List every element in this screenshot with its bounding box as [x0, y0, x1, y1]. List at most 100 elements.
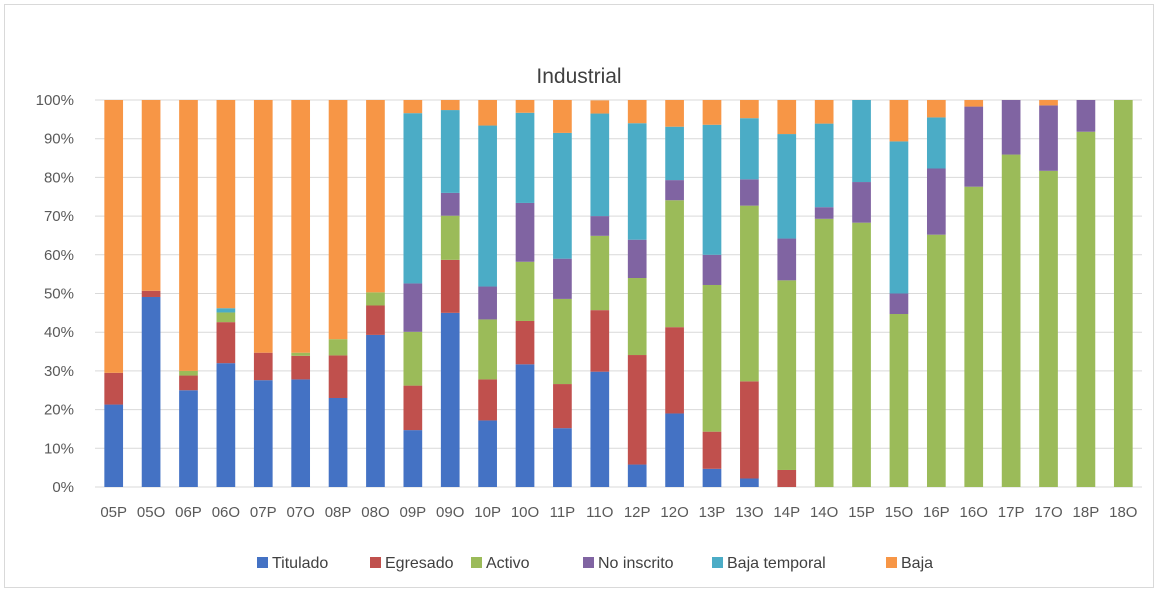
- bar-segment: [627, 278, 647, 356]
- x-tick-label: 07P: [250, 504, 277, 521]
- bar-segment: [478, 420, 497, 487]
- bar-segment: [440, 259, 460, 313]
- bar-segment: [515, 202, 535, 262]
- bar-segment: [777, 238, 797, 281]
- bar-segment: [702, 254, 722, 285]
- bar-segment: [440, 100, 460, 111]
- bar-segment: [627, 355, 647, 465]
- bar-segment: [665, 126, 684, 181]
- bar-segment: [926, 168, 946, 235]
- legend-label: Titulado: [272, 555, 328, 572]
- bar-segment: [216, 308, 236, 313]
- bar-segment: [403, 100, 423, 114]
- bar-segment: [740, 100, 759, 119]
- bar-segment: [702, 431, 722, 469]
- bar-segment: [216, 312, 236, 323]
- bar-segment: [328, 397, 348, 487]
- bar-segment: [1076, 100, 1096, 132]
- bar-segment: [740, 381, 759, 479]
- x-tick-label: 17O: [1034, 504, 1062, 521]
- legend-swatch: [886, 557, 897, 568]
- bar-segment: [740, 205, 759, 382]
- bar-segment: [814, 123, 834, 208]
- bar-segment: [926, 234, 946, 487]
- bar-segment: [179, 370, 198, 376]
- bar-segment: [814, 207, 834, 219]
- bar-segment: [515, 364, 535, 487]
- bar-segment: [1001, 154, 1021, 487]
- x-tick-label: 14O: [810, 504, 838, 521]
- bar-segment: [777, 280, 797, 470]
- legend-swatch: [471, 557, 482, 568]
- bar-segment: [889, 141, 909, 294]
- x-tick-label: 10O: [511, 504, 539, 521]
- x-tick-label: 18O: [1109, 504, 1137, 521]
- bar-segment: [141, 296, 161, 487]
- bar-segment: [553, 384, 572, 429]
- bar-segment: [179, 375, 198, 391]
- bar-segment: [478, 379, 497, 421]
- bar-segment: [852, 222, 871, 487]
- bar-segment: [702, 100, 722, 125]
- x-tick-label: 05P: [100, 504, 127, 521]
- bar-segment: [553, 428, 572, 487]
- bar-segment: [553, 132, 572, 259]
- bar-segment: [702, 284, 722, 432]
- bar-segment: [179, 100, 198, 371]
- bar-segment: [104, 372, 124, 405]
- bar-segment: [366, 100, 385, 293]
- bar-segment: [440, 192, 460, 216]
- bar-segment: [627, 464, 647, 487]
- bar-segment: [590, 113, 610, 217]
- bar-segment: [889, 314, 909, 487]
- bar-segment: [553, 298, 572, 385]
- bar-segment: [1076, 131, 1096, 487]
- bar-segment: [740, 179, 759, 206]
- y-tick-label: 20%: [44, 402, 74, 419]
- bar-segment: [590, 371, 610, 487]
- bar-segment: [403, 283, 423, 332]
- legend-label: Activo: [486, 555, 530, 572]
- bar-segment: [141, 100, 161, 291]
- bar-segment: [179, 390, 198, 487]
- bar-segment: [665, 200, 684, 328]
- bar-segment: [665, 180, 684, 201]
- bar-segment: [328, 355, 348, 398]
- x-tick-label: 12P: [624, 504, 651, 521]
- bar-segment: [553, 100, 572, 133]
- x-tick-label: 11O: [586, 504, 613, 521]
- bar-segment: [403, 113, 423, 284]
- bar-segment: [478, 100, 497, 126]
- bar-segment: [1039, 100, 1058, 106]
- y-tick-label: 0%: [52, 479, 74, 496]
- bar-segment: [665, 100, 684, 127]
- bar-segment: [291, 379, 311, 487]
- legend-label: Egresado: [385, 555, 454, 572]
- bar-segment: [403, 430, 423, 487]
- x-tick-label: 06P: [175, 504, 202, 521]
- y-tick-label: 60%: [44, 247, 74, 264]
- bar-segment: [814, 100, 834, 124]
- x-tick-label: 15O: [885, 504, 913, 521]
- x-tick-label: 16P: [923, 504, 950, 521]
- bar-segment: [366, 305, 385, 335]
- y-tick-label: 10%: [44, 440, 74, 457]
- bar-segment: [478, 319, 497, 380]
- bar-segment: [814, 218, 834, 487]
- x-tick-label: 15P: [848, 504, 875, 521]
- legend-label: No inscrito: [598, 555, 674, 572]
- x-tick-label: 11P: [550, 504, 576, 521]
- bar-segment: [291, 100, 311, 353]
- bar-segment: [515, 112, 535, 203]
- bar-segment: [852, 182, 871, 223]
- x-tick-label: 08P: [325, 504, 352, 521]
- legend-label: Baja: [901, 555, 933, 572]
- bar-segment: [216, 100, 236, 309]
- bar-segment: [366, 292, 385, 306]
- x-tick-label: 13O: [735, 504, 763, 521]
- bar-segment: [889, 293, 909, 315]
- y-tick-label: 80%: [44, 169, 74, 186]
- bar-segment: [216, 322, 236, 364]
- bar-segment: [926, 100, 946, 118]
- bar-segment: [702, 468, 722, 487]
